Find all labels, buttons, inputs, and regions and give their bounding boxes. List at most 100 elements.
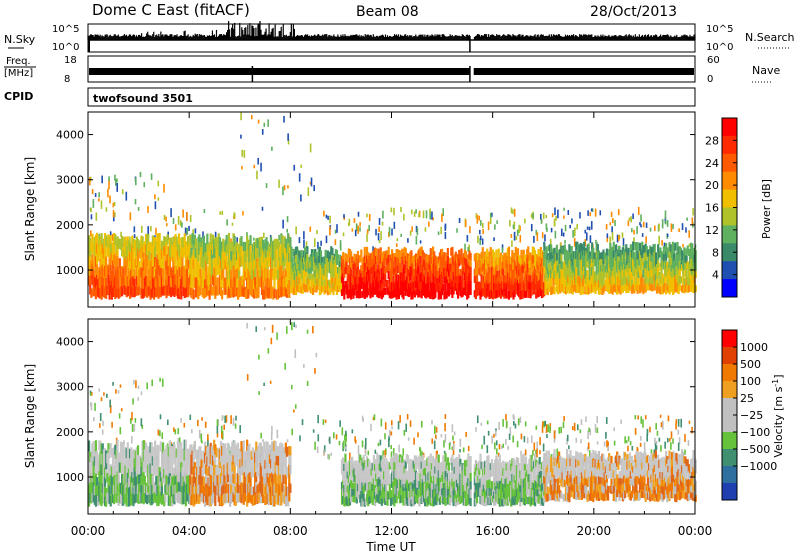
echo-cell — [126, 286, 129, 297]
echo-cell — [114, 174, 116, 181]
echo-cell — [151, 379, 154, 387]
echo-cell — [552, 270, 555, 278]
echo-cell — [532, 271, 536, 279]
echo-cell — [608, 278, 611, 287]
echo-cell — [199, 286, 202, 295]
echo-cell — [679, 276, 683, 284]
echo-cell — [305, 252, 308, 259]
echo-cell — [140, 277, 143, 289]
echo-cell — [436, 270, 439, 279]
echo-cell — [175, 475, 178, 485]
echo-cell — [438, 267, 441, 276]
echo-cell — [256, 288, 259, 299]
echo-cell — [155, 278, 158, 288]
echo-cell — [175, 466, 178, 476]
echo-cell — [588, 273, 591, 281]
echo-cell — [635, 268, 638, 277]
echo-cell — [279, 247, 282, 257]
echo-cell — [135, 177, 137, 186]
echo-cell — [327, 279, 331, 286]
echo-cell — [297, 278, 300, 286]
echo-cell — [645, 283, 648, 291]
echo-cell — [116, 481, 119, 493]
echo-cell — [229, 250, 232, 261]
echo-cell — [411, 292, 414, 300]
echo-cell — [555, 244, 558, 253]
echo-cell — [557, 209, 559, 219]
echo-cell — [313, 238, 316, 248]
echo-cell — [410, 250, 413, 259]
echo-cell — [488, 251, 491, 260]
echo-cell — [98, 440, 101, 451]
echo-cell — [437, 256, 440, 264]
echo-cell — [417, 258, 420, 267]
echo-cell — [197, 485, 200, 495]
echo-cell — [102, 484, 105, 494]
echo-cell — [657, 283, 660, 292]
echo-cell — [513, 289, 516, 298]
echo-cell — [637, 253, 640, 260]
echo-cell — [274, 248, 277, 258]
echo-cell — [115, 476, 118, 485]
echo-cell — [612, 241, 615, 251]
echo-cell — [389, 254, 393, 262]
echo-cell — [103, 276, 107, 288]
echo-cell — [513, 252, 516, 261]
echo-cell — [195, 467, 199, 476]
echo-cell — [113, 466, 116, 476]
echo-cell — [584, 263, 587, 272]
echo-cell — [402, 448, 405, 456]
echo-cell — [222, 484, 225, 495]
echo-cell — [293, 287, 296, 295]
echo-cell — [533, 442, 536, 451]
echo-cell — [173, 287, 176, 297]
echo-cell — [160, 459, 164, 469]
echo-cell — [441, 248, 444, 257]
echo-cell — [168, 237, 172, 247]
echo-cell — [316, 446, 319, 454]
echo-cell — [181, 236, 184, 247]
echo-cell — [327, 255, 331, 262]
echo-cell — [215, 485, 218, 496]
echo-cell — [215, 285, 218, 296]
echo-cell — [136, 493, 140, 504]
echo-cell — [547, 245, 550, 252]
echo-cell — [293, 409, 295, 413]
echo-cell — [164, 246, 167, 257]
echo-cell — [592, 255, 595, 263]
echo-cell — [376, 269, 379, 277]
echo-cell — [121, 245, 124, 257]
echo-cell — [365, 255, 369, 264]
echo-cell — [224, 260, 227, 269]
echo-cell — [183, 450, 186, 461]
echo-cell — [378, 217, 381, 225]
echo-cell — [450, 263, 453, 272]
echo-cell — [482, 288, 486, 295]
echo-cell — [105, 256, 108, 268]
echo-cell — [639, 284, 643, 293]
echo-cell — [325, 284, 328, 291]
echo-cell — [201, 250, 204, 261]
echo-cell — [164, 448, 167, 458]
echo-cell — [690, 242, 693, 251]
echo-cell — [102, 248, 105, 259]
echo-cell — [123, 473, 126, 484]
echo-cell — [536, 448, 538, 458]
echo-cell — [489, 217, 492, 225]
echo-cell — [433, 259, 436, 268]
echo-cell — [149, 473, 152, 485]
echo-cell — [193, 266, 196, 278]
echo-cell — [361, 264, 364, 272]
echo-cell — [226, 219, 228, 226]
echo-cell — [93, 475, 96, 486]
echo-cell — [523, 276, 526, 284]
echo-cell — [119, 276, 123, 286]
echo-cell — [215, 256, 218, 267]
echo-cell — [258, 266, 261, 277]
echo-cell — [336, 254, 340, 261]
echo-cell — [150, 261, 153, 271]
echo-cell — [367, 288, 370, 296]
echo-cell — [161, 241, 165, 251]
echo-cell — [589, 428, 592, 436]
echo-cell — [609, 222, 612, 226]
